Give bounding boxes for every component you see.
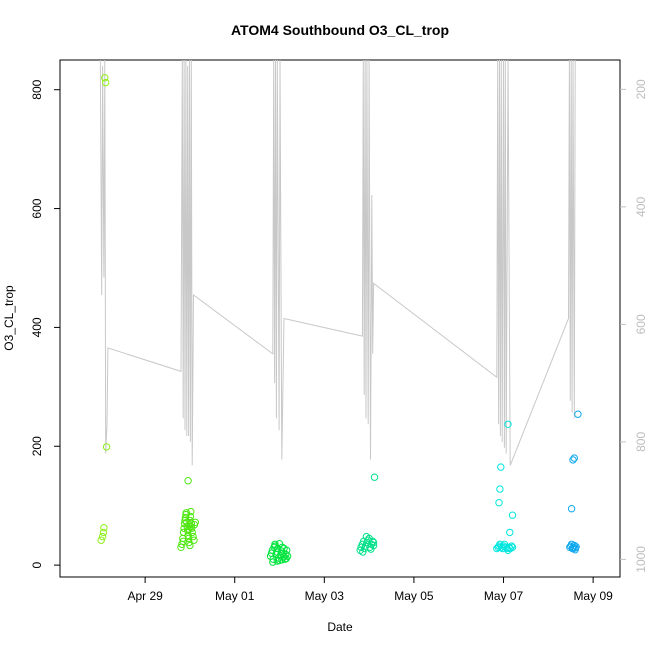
data-point [97, 536, 105, 544]
data-point [100, 524, 108, 532]
x-tick-label: Apr 29 [127, 589, 163, 603]
x-tick-label: May 03 [305, 589, 345, 603]
data-point [186, 541, 194, 550]
data-point [101, 74, 109, 82]
data-point [506, 528, 514, 537]
data-point [574, 410, 582, 418]
data-point [280, 544, 288, 553]
data-point [102, 78, 110, 87]
data-point [495, 499, 503, 507]
y2-tick-label: 200 [634, 79, 648, 99]
data-point [370, 473, 379, 481]
y-tick-label: 800 [30, 79, 44, 99]
data-point [189, 532, 197, 541]
y2-tick-label: 800 [634, 432, 648, 452]
data-point [359, 548, 367, 556]
y2-tick-label: 400 [634, 197, 648, 217]
pressure-trace-layer [99, 59, 576, 466]
data-point [569, 456, 577, 464]
chart-title: ATOM4 Southbound O3_CL_trop [231, 22, 449, 38]
x-tick-label: May 05 [394, 589, 434, 603]
data-point [571, 546, 579, 554]
data-point [369, 541, 378, 550]
x-tick-label: May 01 [215, 589, 255, 603]
y-tick-label: 400 [30, 317, 44, 337]
data-point [184, 534, 193, 543]
data-point [508, 511, 517, 519]
x-tick-label: May 09 [573, 589, 613, 603]
data-point [362, 532, 371, 541]
data-point [507, 542, 516, 550]
plot-frame [59, 59, 621, 578]
x-axis-label: Date [327, 620, 353, 634]
y2-axis: 200 400 600 800 1000 [620, 79, 648, 573]
y-axis: 0 200 400 600 800 [30, 79, 60, 568]
y-tick-label: 0 [30, 561, 44, 568]
data-point [191, 518, 200, 526]
data-point [369, 537, 377, 545]
data-point [271, 542, 279, 550]
data-point [282, 554, 290, 563]
data-point [570, 454, 578, 462]
data-point [187, 507, 195, 516]
data-points-layer [97, 74, 582, 566]
data-point [185, 538, 193, 547]
pressure-line [99, 59, 576, 466]
y-tick-label: 600 [30, 198, 44, 218]
data-point [496, 485, 504, 493]
data-point [508, 543, 517, 551]
data-point [182, 509, 191, 517]
data-point [269, 558, 277, 566]
x-tick-label: May 07 [484, 589, 524, 603]
data-point [186, 512, 195, 521]
data-point [99, 528, 108, 537]
y2-tick-label: 600 [634, 314, 648, 334]
y2-tick-label: 1000 [634, 546, 648, 573]
y-axis-label: O3_CL_trop [2, 285, 16, 351]
data-point [102, 443, 111, 451]
y-tick-label: 200 [30, 436, 44, 456]
data-point [184, 477, 192, 485]
data-point [275, 540, 284, 548]
data-point [98, 532, 107, 541]
data-point [497, 463, 505, 471]
data-point [273, 557, 281, 565]
data-point [504, 420, 512, 428]
data-point [278, 556, 286, 564]
data-point [567, 505, 576, 513]
x-axis: Apr 29 May 01 May 03 May 05 May 07 May 09 [127, 577, 613, 603]
data-point [187, 522, 195, 531]
data-point [369, 538, 378, 547]
